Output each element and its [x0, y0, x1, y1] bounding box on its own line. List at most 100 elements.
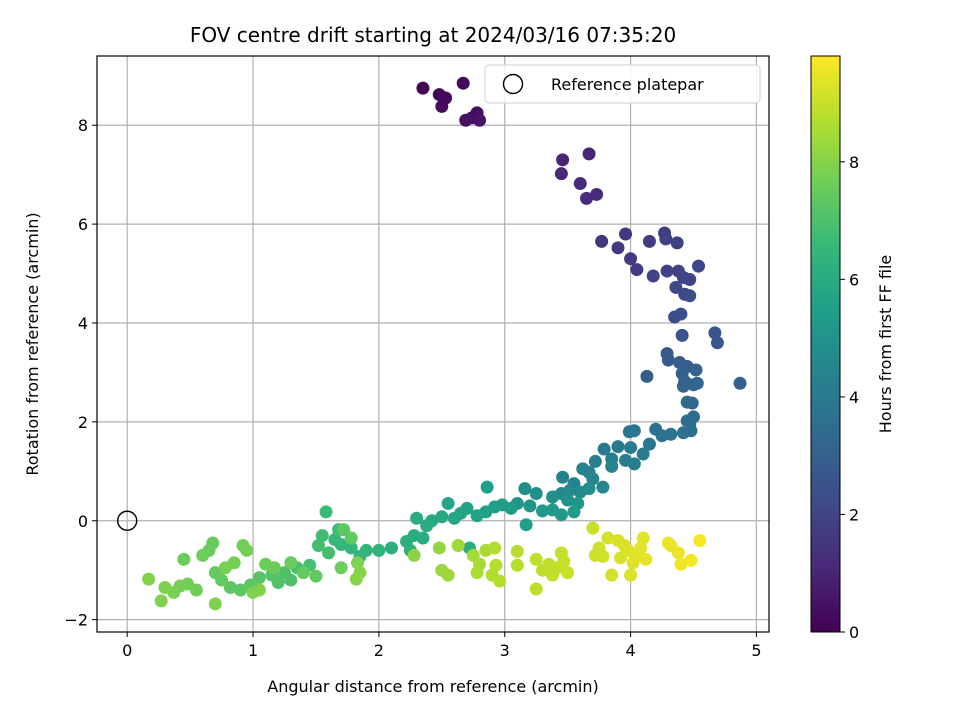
data-point [586, 472, 600, 486]
data-point [420, 519, 434, 533]
data-point [597, 442, 611, 456]
data-point [284, 556, 298, 570]
x-axis-label: Angular distance from reference (arcmin) [267, 677, 598, 696]
reference-marker [117, 510, 138, 531]
data-point [350, 556, 364, 570]
data-point [684, 553, 698, 567]
data-point [582, 147, 596, 161]
data-point [322, 546, 336, 560]
data-point [692, 259, 706, 273]
data-point [674, 307, 688, 321]
data-point [676, 426, 690, 440]
data-point [670, 236, 684, 250]
data-point [624, 568, 638, 582]
x-tick-label: 5 [751, 641, 761, 660]
data-point [683, 289, 697, 303]
data-point [590, 187, 604, 201]
plot-frame [96, 55, 770, 633]
data-point [435, 510, 449, 524]
data-point [372, 543, 386, 557]
data-point [529, 487, 543, 501]
colorbar-tick-label: 6 [849, 270, 859, 289]
data-point [519, 518, 533, 532]
data-point [296, 566, 310, 580]
data-point [601, 531, 615, 545]
data-point [554, 508, 568, 522]
data-point [416, 81, 430, 95]
data-point [319, 505, 333, 519]
data-point [595, 234, 609, 248]
data-point [432, 541, 446, 555]
data-point [556, 470, 570, 484]
data-point [664, 427, 678, 441]
data-point [567, 505, 581, 519]
data-point [674, 557, 688, 571]
data-point [689, 363, 703, 377]
colorbar-tick-label: 0 [849, 623, 859, 642]
data-point [624, 252, 638, 266]
data-point [733, 376, 747, 390]
data-point [337, 523, 351, 537]
data-point [580, 191, 594, 205]
data-point [596, 480, 610, 494]
data-point [384, 541, 398, 555]
data-point [470, 509, 484, 523]
data-point [529, 552, 543, 566]
data-point [611, 241, 625, 255]
data-point [639, 552, 653, 566]
data-point [227, 556, 241, 570]
x-tick-label: 1 [248, 641, 258, 660]
data-point [605, 568, 619, 582]
data-point [557, 554, 571, 568]
x-tick-label: 4 [625, 641, 635, 660]
grid [97, 56, 769, 632]
data-point [410, 511, 424, 525]
y-axis-label: Rotation from reference (arcmin) [23, 212, 42, 475]
data-point [535, 504, 549, 518]
data-point [642, 437, 656, 451]
data-point [708, 326, 722, 340]
data-point [619, 227, 633, 241]
data-point [622, 425, 636, 439]
data-point [690, 376, 704, 390]
chart-title: FOV centre drift starting at 2024/03/16 … [190, 23, 676, 47]
data-point [634, 541, 648, 555]
data-point [546, 490, 560, 504]
data-point [470, 566, 484, 580]
data-point [334, 561, 348, 575]
y-tick-label: −2 [64, 611, 88, 630]
data-point [309, 569, 323, 583]
data-point [208, 597, 222, 611]
data-point [611, 440, 625, 454]
data-point [447, 511, 461, 525]
data-point [196, 548, 210, 562]
data-point [529, 582, 543, 596]
data-point [693, 534, 707, 548]
data-point [518, 482, 532, 496]
colorbar-label: Hours from first FF file [876, 255, 895, 434]
data-point [556, 153, 570, 167]
data-point [586, 521, 600, 535]
data-point [523, 499, 537, 513]
data-point [582, 482, 596, 496]
data-point [488, 541, 502, 555]
data-point [441, 568, 455, 582]
x-tick-label: 0 [122, 641, 132, 660]
data-point [489, 558, 503, 572]
data-point [311, 538, 325, 552]
colorbar-ticks: 0 2 4 6 8 [840, 153, 859, 642]
data-point [671, 546, 685, 560]
reference-marker-layer [117, 510, 138, 531]
data-point [328, 533, 342, 547]
data-point [456, 76, 470, 90]
data-point [451, 538, 465, 552]
data-points [142, 76, 747, 611]
data-point [435, 99, 449, 113]
y-tick-label: 6 [78, 215, 88, 234]
data-point [561, 566, 575, 580]
data-point [344, 541, 358, 555]
x-axis-ticks: 0 1 2 3 4 5 [122, 632, 762, 660]
data-point [676, 379, 690, 393]
data-point [624, 441, 638, 455]
colorbar-tick-label: 8 [849, 153, 859, 172]
